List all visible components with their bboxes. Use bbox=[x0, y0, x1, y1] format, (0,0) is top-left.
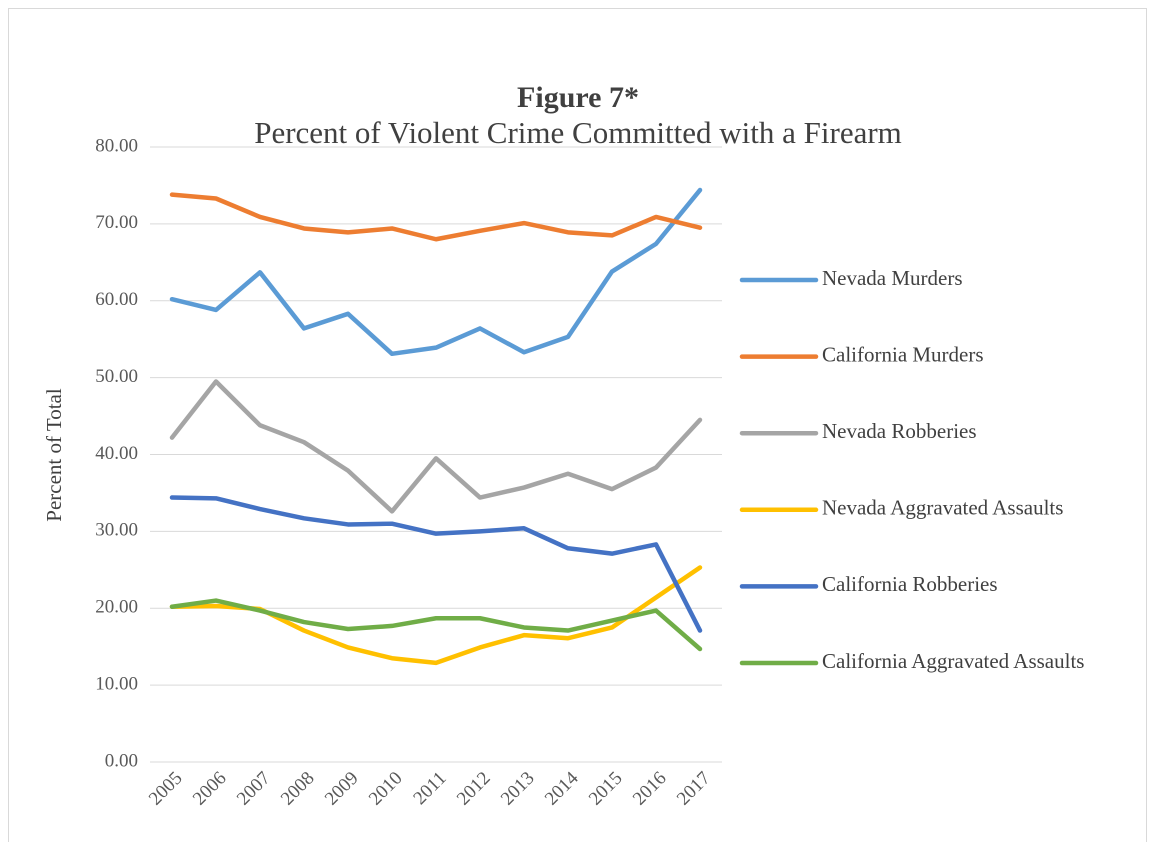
legend-label: Nevada Murders bbox=[822, 266, 963, 290]
y-tick-label: 40.00 bbox=[95, 443, 138, 464]
legend-label: California Aggravated Assaults bbox=[822, 649, 1084, 673]
y-tick-label: 0.00 bbox=[105, 750, 138, 771]
series-line bbox=[169, 192, 703, 242]
legend-label: Nevada Robberies bbox=[822, 419, 977, 443]
chart-subtitle: Percent of Violent Crime Committed with … bbox=[254, 115, 902, 150]
y-tick-label: 20.00 bbox=[95, 597, 138, 618]
y-axis-label: Percent of Total bbox=[42, 388, 66, 522]
legend-label: California Robberies bbox=[822, 572, 998, 596]
y-tick-label: 80.00 bbox=[95, 135, 138, 156]
y-tick-label: 70.00 bbox=[95, 212, 138, 233]
series-line bbox=[169, 379, 703, 514]
y-tick-label: 50.00 bbox=[95, 366, 138, 387]
legend-label: California Murders bbox=[822, 342, 984, 366]
series-line bbox=[169, 187, 703, 357]
series-line bbox=[169, 495, 703, 633]
legend-label: Nevada Aggravated Assaults bbox=[822, 496, 1063, 520]
chart-title: Figure 7* bbox=[517, 81, 639, 114]
y-tick-label: 10.00 bbox=[95, 673, 138, 694]
series-line bbox=[169, 598, 703, 652]
y-tick-label: 30.00 bbox=[95, 520, 138, 541]
y-tick-label: 60.00 bbox=[95, 289, 138, 310]
